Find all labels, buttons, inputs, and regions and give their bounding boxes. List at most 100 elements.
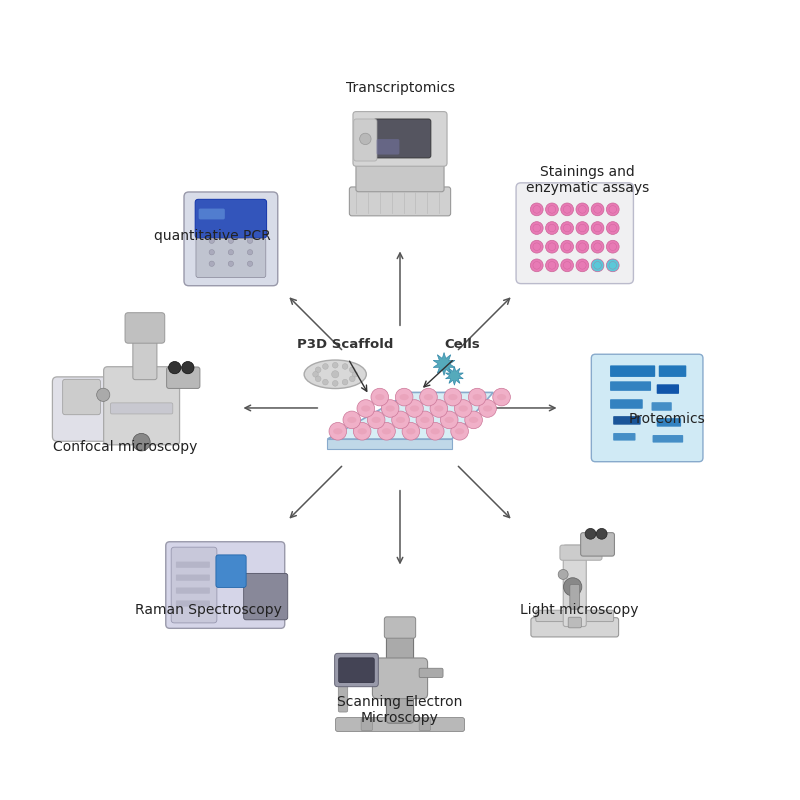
Circle shape: [313, 371, 318, 377]
FancyBboxPatch shape: [350, 187, 450, 216]
Circle shape: [591, 222, 604, 234]
FancyBboxPatch shape: [176, 562, 210, 568]
Circle shape: [594, 224, 602, 232]
Circle shape: [395, 388, 413, 406]
Circle shape: [591, 259, 604, 272]
Text: Stainings and
enzymatic assays: Stainings and enzymatic assays: [526, 165, 649, 195]
Text: P3D Scaffold: P3D Scaffold: [298, 338, 394, 351]
FancyBboxPatch shape: [104, 366, 179, 445]
Circle shape: [247, 250, 253, 255]
Ellipse shape: [420, 417, 430, 423]
Circle shape: [343, 411, 361, 429]
Circle shape: [441, 411, 458, 429]
Circle shape: [606, 222, 619, 234]
Circle shape: [591, 203, 604, 216]
Circle shape: [561, 222, 574, 234]
FancyBboxPatch shape: [591, 354, 703, 462]
Ellipse shape: [448, 394, 458, 400]
Circle shape: [420, 388, 438, 406]
FancyBboxPatch shape: [373, 658, 427, 698]
FancyBboxPatch shape: [657, 418, 681, 426]
Circle shape: [548, 262, 556, 269]
FancyBboxPatch shape: [384, 617, 416, 638]
FancyBboxPatch shape: [176, 587, 210, 594]
FancyBboxPatch shape: [610, 366, 655, 377]
Circle shape: [576, 203, 589, 216]
FancyBboxPatch shape: [386, 626, 414, 723]
Circle shape: [378, 422, 395, 440]
Circle shape: [606, 240, 619, 253]
Circle shape: [576, 222, 589, 234]
Circle shape: [416, 411, 434, 429]
FancyBboxPatch shape: [419, 718, 430, 730]
Circle shape: [342, 379, 348, 385]
Circle shape: [493, 388, 510, 406]
FancyBboxPatch shape: [361, 718, 373, 730]
Text: Transcriptomics: Transcriptomics: [346, 81, 454, 95]
Text: Raman Spectroscopy: Raman Spectroscopy: [135, 603, 282, 618]
FancyBboxPatch shape: [653, 435, 683, 442]
Circle shape: [329, 422, 346, 440]
Circle shape: [576, 259, 589, 272]
Text: Confocal microscopy: Confocal microscopy: [53, 440, 197, 454]
Ellipse shape: [371, 417, 381, 423]
FancyBboxPatch shape: [658, 366, 686, 377]
FancyBboxPatch shape: [657, 384, 679, 394]
Circle shape: [563, 578, 582, 596]
FancyBboxPatch shape: [166, 542, 285, 628]
Circle shape: [228, 250, 234, 255]
FancyBboxPatch shape: [133, 331, 157, 380]
Circle shape: [478, 400, 496, 418]
Circle shape: [578, 206, 586, 213]
Circle shape: [402, 422, 420, 440]
Ellipse shape: [434, 406, 443, 411]
Circle shape: [331, 370, 339, 378]
Circle shape: [606, 259, 619, 272]
FancyBboxPatch shape: [338, 658, 374, 682]
FancyBboxPatch shape: [531, 618, 618, 637]
FancyBboxPatch shape: [125, 313, 165, 343]
Circle shape: [563, 243, 571, 250]
Circle shape: [533, 206, 541, 213]
Circle shape: [430, 400, 448, 418]
Circle shape: [315, 376, 321, 382]
Polygon shape: [327, 439, 452, 450]
FancyBboxPatch shape: [176, 574, 210, 581]
Circle shape: [533, 243, 541, 250]
FancyBboxPatch shape: [613, 416, 641, 425]
Ellipse shape: [382, 428, 391, 434]
FancyBboxPatch shape: [536, 610, 614, 622]
Circle shape: [209, 238, 214, 243]
Circle shape: [315, 367, 321, 373]
Circle shape: [585, 529, 596, 539]
Circle shape: [350, 367, 355, 373]
FancyBboxPatch shape: [563, 545, 586, 626]
Circle shape: [97, 388, 110, 402]
Circle shape: [546, 203, 558, 216]
Circle shape: [609, 206, 617, 213]
Circle shape: [578, 262, 586, 269]
FancyBboxPatch shape: [568, 617, 582, 628]
Ellipse shape: [304, 360, 366, 389]
Circle shape: [332, 362, 338, 368]
Circle shape: [530, 203, 543, 216]
Circle shape: [546, 240, 558, 253]
Circle shape: [169, 362, 181, 374]
Circle shape: [609, 262, 617, 269]
Circle shape: [247, 238, 253, 243]
FancyBboxPatch shape: [110, 403, 173, 414]
Text: Scanning Electron
Microscopy: Scanning Electron Microscopy: [338, 695, 462, 725]
Polygon shape: [446, 366, 463, 385]
FancyBboxPatch shape: [613, 433, 635, 441]
FancyBboxPatch shape: [377, 139, 399, 154]
Circle shape: [367, 411, 385, 429]
Circle shape: [558, 570, 568, 579]
Circle shape: [209, 250, 214, 255]
Ellipse shape: [347, 417, 357, 423]
Circle shape: [561, 240, 574, 253]
Circle shape: [182, 362, 194, 374]
Circle shape: [454, 400, 472, 418]
Ellipse shape: [469, 417, 478, 423]
Circle shape: [392, 411, 410, 429]
Circle shape: [450, 422, 469, 440]
